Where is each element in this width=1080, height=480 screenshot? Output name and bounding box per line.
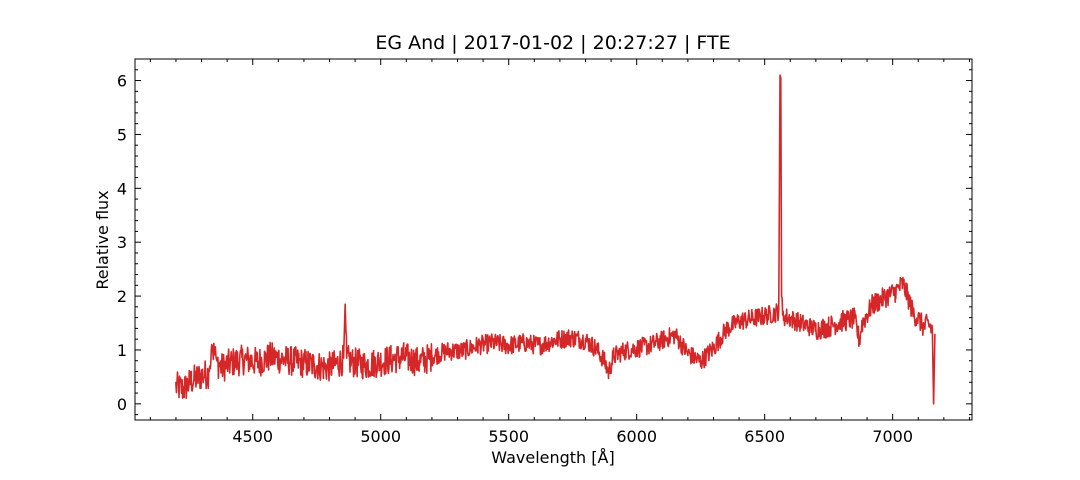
x-tick-label: 5500 <box>488 427 529 446</box>
plot-area <box>175 74 936 405</box>
x-tick-label: 6500 <box>744 427 785 446</box>
y-tick-label: 5 <box>117 125 127 144</box>
y-tick-label: 2 <box>117 287 127 306</box>
x-tick-label: 4500 <box>232 427 273 446</box>
plot-frame <box>134 58 973 421</box>
x-tick-label: 5000 <box>360 427 401 446</box>
x-axis-label: Wavelength [Å] <box>491 448 614 467</box>
y-axis-label: Relative flux <box>93 190 112 289</box>
y-tick-label: 0 <box>117 395 127 414</box>
x-axis: 4500 5000 5500 6000 6500 7000 <box>149 59 970 446</box>
chart-title: EG And | 2017-01-02 | 20:27:27 | FTE <box>375 32 730 54</box>
x-tick-label: 7000 <box>872 427 913 446</box>
spectrum-series-line <box>175 74 936 405</box>
x-tick-label: 6000 <box>616 427 657 446</box>
y-tick-label: 3 <box>117 233 127 252</box>
y-tick-label: 4 <box>117 179 127 198</box>
y-tick-label: 6 <box>117 72 127 91</box>
y-tick-label: 1 <box>117 341 127 360</box>
y-axis: 0 1 2 3 4 5 6 <box>117 69 972 416</box>
